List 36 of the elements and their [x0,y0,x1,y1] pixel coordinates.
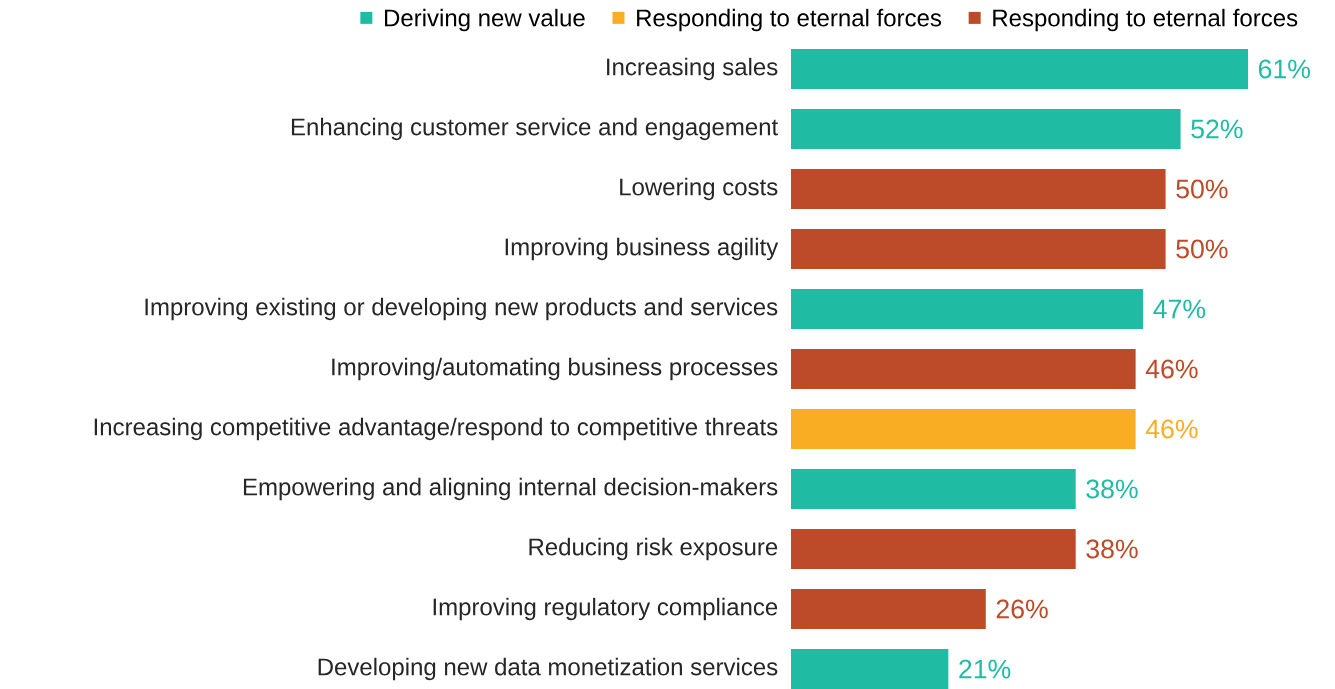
y-tick-label: Developing new data monetization services [318,657,778,681]
bar [791,649,949,689]
bar [791,169,1166,209]
data-label: 47% [1153,299,1206,319]
data-label: 46% [1145,419,1198,439]
bar [791,109,1181,149]
y-tick-label: Lowering costs [620,177,778,201]
y-tick-label: Increasing sales [607,57,778,81]
y-tick-label: Reducing risk exposure [529,537,778,561]
y-tick-label: Improving/automating business processes [332,357,778,381]
bar [791,289,1144,329]
y-tick-label: Improving regulatory compliance [433,597,778,621]
data-label: 21% [959,659,1011,679]
y-tick-label: Empowering and aligning internal decision-makers [243,477,778,501]
legend-label: Responding to eternal forces [637,8,942,32]
data-label: 61% [1258,59,1310,79]
bar [791,529,1076,570]
y-tick-label: Enhancing customer service and engagement [291,117,779,141]
data-label: 52% [1191,119,1243,139]
y-tick-label: Improving existing or developing new products and services [145,297,778,321]
data-label: 26% [996,599,1048,619]
bar [791,469,1076,510]
y-tick-label: Improving business agility [505,237,779,261]
bar [791,589,986,630]
data-label: 38% [1086,479,1138,499]
data-label: 38% [1086,539,1138,559]
bar [791,409,1136,450]
bar [791,349,1136,389]
bar [791,229,1166,269]
bar [791,49,1248,89]
y-tick-label: Increasing competitive advantage/respond to competitive threats [94,417,778,441]
data-label: 50% [1176,179,1228,199]
legend-label: Deriving new value [384,8,585,32]
data-label: 46% [1145,359,1198,379]
data-label: 50% [1176,239,1228,259]
legend-label: Responding to eternal forces [993,8,1298,32]
